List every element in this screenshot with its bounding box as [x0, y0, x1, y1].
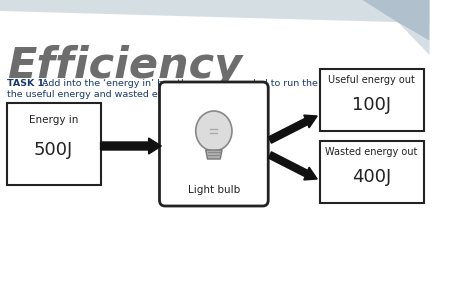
Text: 500J: 500J: [34, 141, 73, 159]
FancyBboxPatch shape: [159, 82, 268, 206]
Text: Efficiency: Efficiency: [7, 45, 242, 87]
Polygon shape: [363, 0, 429, 41]
FancyBboxPatch shape: [320, 141, 424, 203]
Text: Light bulb: Light bulb: [188, 185, 240, 195]
Text: Wasted energy out: Wasted energy out: [325, 147, 418, 157]
Circle shape: [196, 111, 232, 151]
Polygon shape: [399, 23, 429, 55]
FancyBboxPatch shape: [7, 103, 100, 185]
Polygon shape: [206, 150, 222, 159]
FancyBboxPatch shape: [320, 69, 424, 131]
Polygon shape: [0, 0, 429, 23]
Text: Energy in: Energy in: [29, 115, 78, 125]
Text: 100J: 100J: [352, 96, 391, 114]
Polygon shape: [269, 115, 317, 143]
Text: Add into the ‘energy in’ box the energy needed to run the appliance. Then add: Add into the ‘energy in’ box the energy …: [39, 79, 418, 88]
Text: 400J: 400J: [352, 168, 391, 186]
Text: the useful energy and wasted energy into each box.: the useful energy and wasted energy into…: [7, 90, 255, 99]
Polygon shape: [100, 138, 161, 154]
Polygon shape: [269, 152, 317, 180]
Text: Useful energy out: Useful energy out: [328, 75, 415, 85]
Text: TASK 1:: TASK 1:: [7, 79, 48, 88]
